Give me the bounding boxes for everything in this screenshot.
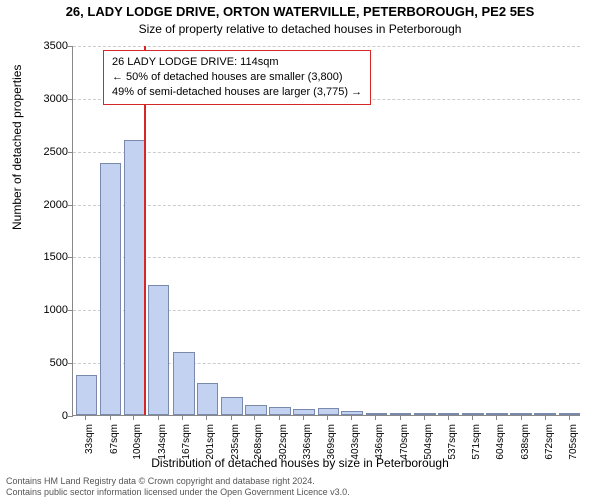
x-tick-mark — [496, 415, 497, 420]
chart-title-sub: Size of property relative to detached ho… — [0, 22, 600, 36]
annotation-box: 26 LADY LODGE DRIVE: 114sqm← 50% of deta… — [103, 50, 371, 105]
x-tick-mark — [545, 415, 546, 420]
x-tick-mark — [254, 415, 255, 420]
x-tick-label: 268sqm — [253, 424, 264, 460]
y-tick-label: 3500 — [8, 40, 68, 52]
x-tick-mark — [206, 415, 207, 420]
x-tick-label: 403sqm — [350, 424, 361, 460]
annotation-line1: 26 LADY LODGE DRIVE: 114sqm — [112, 55, 362, 70]
x-tick-label: 201sqm — [205, 424, 216, 460]
x-tick-label: 100sqm — [132, 424, 143, 460]
x-tick-mark — [521, 415, 522, 420]
histogram-bar — [318, 408, 340, 415]
y-tick-label: 0 — [8, 410, 68, 422]
x-tick-label: 33sqm — [84, 424, 95, 454]
x-tick-label: 235sqm — [230, 424, 241, 460]
x-tick-label: 369sqm — [326, 424, 337, 460]
x-tick-label: 67sqm — [109, 424, 120, 454]
x-tick-label: 302sqm — [278, 424, 289, 460]
gridline — [73, 257, 580, 258]
gridline — [73, 46, 580, 47]
y-tick-mark — [68, 363, 73, 364]
x-tick-label: 470sqm — [399, 424, 410, 460]
histogram-bar — [76, 375, 98, 415]
histogram-bar — [245, 405, 267, 415]
x-tick-label: 504sqm — [423, 424, 434, 460]
x-tick-mark — [448, 415, 449, 420]
x-tick-label: 537sqm — [447, 424, 458, 460]
x-tick-mark — [133, 415, 134, 420]
x-tick-mark — [569, 415, 570, 420]
y-tick-mark — [68, 205, 73, 206]
plot-area: 26 LADY LODGE DRIVE: 114sqm← 50% of deta… — [72, 46, 580, 416]
x-tick-label: 571sqm — [471, 424, 482, 460]
y-tick-mark — [68, 257, 73, 258]
annotation-line3: 49% of semi-detached houses are larger (… — [112, 85, 362, 100]
x-tick-mark — [279, 415, 280, 420]
x-tick-mark — [110, 415, 111, 420]
x-tick-mark — [327, 415, 328, 420]
histogram-bar — [269, 407, 291, 415]
y-tick-label: 500 — [8, 357, 68, 369]
x-tick-label: 638sqm — [520, 424, 531, 460]
y-tick-label: 1500 — [8, 251, 68, 263]
y-tick-label: 2000 — [8, 199, 68, 211]
x-tick-label: 167sqm — [181, 424, 192, 460]
histogram-bar — [124, 140, 146, 415]
gridline — [73, 152, 580, 153]
y-tick-label: 1000 — [8, 304, 68, 316]
y-tick-label: 2500 — [8, 146, 68, 158]
histogram-bar — [173, 352, 195, 415]
x-tick-mark — [351, 415, 352, 420]
y-tick-mark — [68, 46, 73, 47]
y-tick-label: 3000 — [8, 93, 68, 105]
y-tick-mark — [68, 416, 73, 417]
gridline — [73, 205, 580, 206]
histogram-bar — [366, 413, 388, 415]
histogram-bar — [197, 383, 219, 415]
x-tick-mark — [375, 415, 376, 420]
x-tick-mark — [231, 415, 232, 420]
x-tick-mark — [472, 415, 473, 420]
x-tick-label: 336sqm — [302, 424, 313, 460]
y-tick-mark — [68, 310, 73, 311]
x-axis-label: Distribution of detached houses by size … — [0, 456, 600, 470]
annotation-line2: ← 50% of detached houses are smaller (3,… — [112, 70, 362, 85]
histogram-bar — [100, 163, 122, 415]
chart-title-main: 26, LADY LODGE DRIVE, ORTON WATERVILLE, … — [0, 4, 600, 19]
x-tick-mark — [400, 415, 401, 420]
y-tick-mark — [68, 152, 73, 153]
footer-text: Contains HM Land Registry data © Crown c… — [6, 476, 594, 498]
x-tick-label: 604sqm — [495, 424, 506, 460]
x-tick-label: 705sqm — [568, 424, 579, 460]
x-tick-label: 672sqm — [544, 424, 555, 460]
x-tick-mark — [303, 415, 304, 420]
x-tick-mark — [424, 415, 425, 420]
footer-line1: Contains HM Land Registry data © Crown c… — [6, 476, 594, 487]
footer-line2: Contains public sector information licen… — [6, 487, 594, 498]
x-tick-mark — [158, 415, 159, 420]
x-tick-mark — [85, 415, 86, 420]
x-tick-mark — [182, 415, 183, 420]
y-tick-mark — [68, 99, 73, 100]
histogram-bar — [148, 285, 170, 415]
histogram-bar — [221, 397, 243, 415]
x-tick-label: 436sqm — [374, 424, 385, 460]
x-tick-label: 134sqm — [157, 424, 168, 460]
